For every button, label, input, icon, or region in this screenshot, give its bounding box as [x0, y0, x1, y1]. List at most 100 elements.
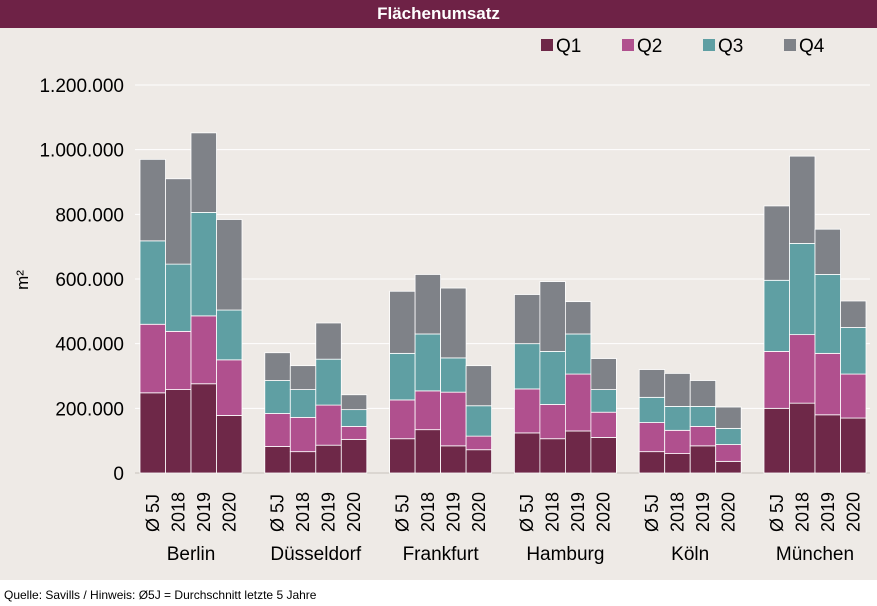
x-tick-label: 2018: [667, 492, 687, 532]
bar-segment-q3: [590, 389, 617, 413]
bar-segment-q1: [715, 460, 742, 474]
bar-segment-q3: [715, 427, 742, 445]
bar-segment-q4: [664, 373, 691, 407]
city-label: Düsseldorf: [270, 544, 362, 565]
bar-segment-q3: [216, 309, 243, 361]
bar-segment-q2: [514, 388, 541, 434]
bar-segment-q1: [264, 446, 291, 474]
bar-segment-q2: [216, 359, 243, 416]
x-tick-label: 2018: [418, 492, 438, 532]
bar-segment-q1: [664, 453, 691, 474]
bar-segment-q3: [389, 352, 416, 401]
bar-segment-q3: [165, 263, 192, 332]
bar-segment-q2: [638, 422, 666, 453]
bar-segment-q1: [315, 444, 342, 474]
bar-segment-q2: [590, 411, 617, 438]
bar-segment-q4: [414, 274, 442, 335]
bar-segment-q4: [315, 322, 342, 360]
bar-segment-q2: [840, 373, 867, 419]
bar-segment-q1: [840, 417, 867, 474]
bar-segment-q2: [664, 429, 691, 455]
bar-segment-q1: [565, 430, 592, 474]
bar-segment-q3: [340, 409, 368, 427]
bar-segment-q1: [414, 429, 442, 474]
bar-segment-q1: [165, 389, 192, 474]
x-tick-label: 2018: [543, 492, 563, 532]
bar-segment-q2: [814, 352, 841, 416]
x-tick-label: 2020: [594, 492, 614, 532]
bar-segment-q1: [689, 445, 717, 474]
bar-segment-q4: [340, 394, 368, 411]
bar-segment-q1: [289, 451, 317, 474]
x-tick-label: 2018: [168, 492, 188, 532]
legend-label-q2: Q2: [637, 36, 662, 57]
bar-segment-q4: [264, 352, 291, 381]
bar-segment-q4: [763, 205, 790, 281]
x-tick-label: 2019: [568, 492, 588, 532]
bar-segment-q3: [814, 274, 841, 354]
bar-segment-q1: [638, 451, 666, 474]
x-tick-label: Ø 5J: [392, 494, 412, 532]
bar-segment-q2: [689, 426, 717, 447]
x-tick-label: 2020: [219, 492, 239, 532]
x-tick-label: Ø 5J: [143, 494, 163, 532]
x-tick-label: 2020: [718, 492, 738, 532]
bar-segment-q4: [814, 228, 841, 275]
bar-segment-q3: [264, 380, 291, 414]
bar-segment-q4: [689, 380, 717, 407]
bar-segment-q2: [190, 315, 217, 385]
bar-segment-q1: [340, 438, 368, 474]
bar-segment-q1: [789, 402, 816, 474]
bar-segment-q1: [539, 438, 566, 474]
bar-segment-q1: [514, 432, 541, 474]
bar-segment-q1: [590, 437, 617, 474]
bar-segment-q1: [139, 392, 166, 474]
bar-segment-q3: [465, 405, 493, 437]
bar-segment-q2: [565, 373, 592, 432]
legend-label-q4: Q4: [799, 36, 825, 57]
bar-segment-q4: [216, 219, 243, 311]
bar-segment-q1: [216, 415, 243, 474]
x-tick-label: 2019: [818, 492, 838, 532]
bar-segment-q3: [315, 358, 342, 406]
bar-segment-q3: [414, 333, 442, 392]
bar-segment-q2: [264, 413, 291, 447]
legend-swatch-q4: [784, 39, 796, 51]
bar-segment-q4: [165, 178, 192, 265]
y-tick-label: 1.200.000: [39, 76, 124, 97]
bar-segment-q3: [289, 389, 317, 418]
bar-segment-q3: [139, 240, 166, 325]
bar-segment-q4: [190, 132, 217, 213]
legend-label-q1: Q1: [556, 36, 581, 57]
bar-segment-q2: [539, 404, 566, 440]
x-tick-label: 2019: [194, 492, 214, 532]
bar-segment-q3: [664, 405, 691, 431]
x-tick-label: 2018: [792, 492, 812, 532]
x-tick-label: Ø 5J: [767, 494, 787, 532]
bar-segment-q2: [465, 435, 493, 451]
y-tick-label: 800.000: [55, 205, 124, 226]
bar-segment-q4: [514, 294, 541, 345]
x-tick-label: 2019: [319, 492, 339, 532]
city-label: München: [776, 544, 854, 565]
bar-segment-q2: [315, 404, 342, 446]
y-tick-label: 0: [113, 464, 124, 485]
bar-segment-q1: [389, 438, 416, 474]
bar-segment-q2: [289, 416, 317, 453]
x-tick-label: Ø 5J: [268, 494, 288, 532]
x-tick-label: 2019: [693, 492, 713, 532]
bar-segment-q4: [389, 290, 416, 354]
bar-segment-q2: [340, 426, 368, 440]
bar-segment-q3: [565, 333, 592, 375]
bar-segment-q4: [789, 155, 816, 244]
bar-segment-q3: [190, 211, 217, 317]
bar-segment-q3: [440, 357, 467, 393]
bar-segment-q2: [440, 391, 467, 447]
bar-segment-q4: [440, 287, 467, 359]
bar-segment-q2: [414, 390, 442, 431]
x-tick-label: Ø 5J: [517, 494, 537, 532]
bar-segment-q3: [789, 243, 816, 336]
bar-segment-q2: [789, 334, 816, 404]
